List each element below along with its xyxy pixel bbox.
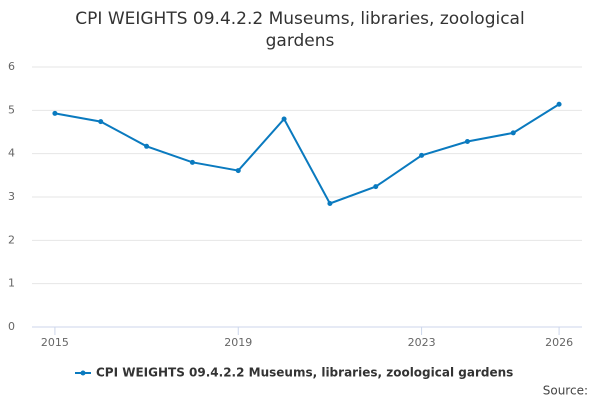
point	[235, 168, 241, 174]
point	[281, 116, 287, 122]
x-tick-label: 2019	[224, 336, 252, 349]
y-tick-label: 2	[8, 233, 15, 246]
point	[419, 152, 425, 158]
point	[510, 130, 516, 136]
y-tick-label: 3	[8, 190, 15, 203]
point	[98, 119, 104, 125]
point	[189, 159, 195, 165]
point	[52, 110, 58, 116]
point	[327, 201, 333, 206]
source: Source:	[543, 384, 588, 398]
x-tick-label: 2026	[545, 336, 573, 349]
legend-label: CPI WEIGHTS 09.4.2.2 Museums, libraries,…	[96, 366, 513, 380]
point	[556, 101, 562, 107]
x-tick-label: 2023	[408, 336, 436, 349]
legend-marker	[80, 370, 86, 376]
point	[373, 184, 379, 190]
point	[464, 139, 470, 145]
chart-title: CPI WEIGHTS 09.4.2.2 Museums, libraries,…	[75, 9, 525, 51]
line	[54, 103, 560, 205]
y-tick-label: 5	[8, 103, 15, 116]
y-tick-label: 1	[8, 277, 15, 290]
y-tick-label: 0	[8, 320, 15, 333]
point	[144, 143, 150, 149]
y-tick-label: 4	[8, 147, 15, 160]
x-tick-label: 2015	[41, 336, 69, 349]
y-tick-label: 6	[8, 60, 15, 73]
